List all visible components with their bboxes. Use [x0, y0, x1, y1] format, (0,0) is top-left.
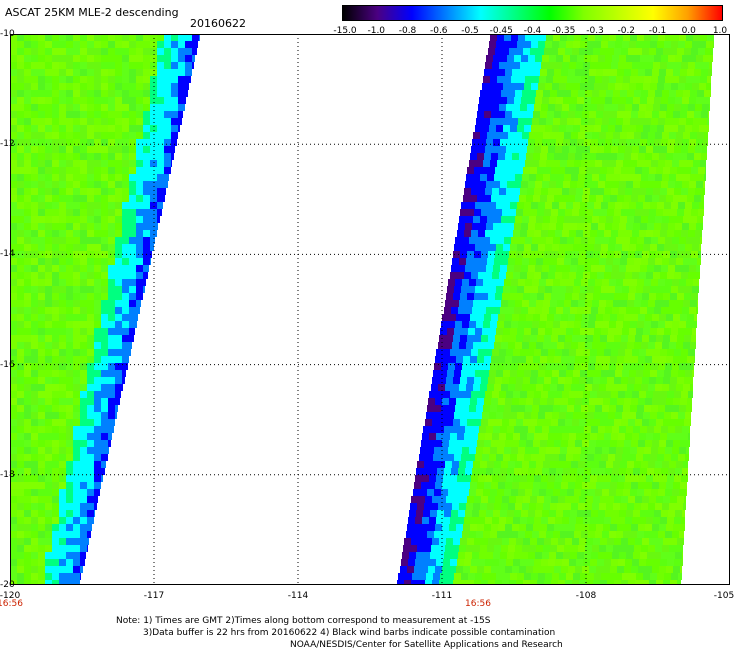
colorbar-tick-label: -0.3	[586, 26, 604, 36]
colorbar-tick-label: -0.1	[648, 26, 667, 36]
colorbar-tick-label: -0.4	[523, 26, 542, 36]
lat-tick-label: -14	[0, 249, 15, 260]
lon-tick-label: -105	[713, 591, 735, 601]
colorbar-tick-label: -0.5	[461, 26, 479, 36]
lat-tick-label: -16	[0, 359, 15, 370]
colorbar-tick-label: -1.0	[367, 26, 386, 36]
lat-tick-label: -12	[0, 139, 15, 150]
lon-tick-label: -108	[575, 591, 597, 601]
grid-lines	[10, 34, 730, 585]
lat-tick-label: -20	[0, 580, 15, 590]
colorbar-tick-label: -0.8	[398, 26, 417, 36]
colorbar	[342, 5, 723, 21]
colorbar-tick-label: -0.35	[552, 26, 576, 36]
colorbar-tick-label: -0.2	[617, 26, 636, 36]
colorbar-tick-label: 0.0	[681, 26, 696, 36]
colorbar-tick-label: 1.0	[712, 26, 728, 36]
note-line-2: 3)Data buffer is 22 hrs from 20160622 4)…	[143, 628, 556, 638]
swath-layer	[10, 34, 714, 585]
lon-tick-label: -120	[0, 591, 21, 601]
lat-tick-label: -10	[0, 29, 15, 39]
map-date: 20160622	[190, 17, 246, 30]
swath-time-left: 16:56	[0, 599, 23, 609]
map-title: ASCAT 25KM MLE-2 descending	[5, 6, 179, 19]
colorbar-tick-label: -0.45	[489, 26, 513, 36]
map-plot	[10, 34, 730, 585]
swath-time-right: 16:56	[465, 599, 491, 609]
lon-tick-label: -114	[287, 591, 309, 601]
colorbar-tick-label: -0.6	[429, 26, 448, 36]
plot-frame	[10, 34, 730, 585]
lat-tick-label: -18	[0, 469, 15, 480]
note-line-3: NOAA/NESDIS/Center for Satellite Applica…	[290, 640, 563, 650]
note-line-1: Note: 1) Times are GMT 2)Times along bot…	[116, 616, 491, 626]
lon-tick-label: -117	[143, 591, 165, 601]
lon-tick-label: -111	[431, 591, 453, 601]
colorbar-tick-label: -15.0	[333, 26, 357, 36]
